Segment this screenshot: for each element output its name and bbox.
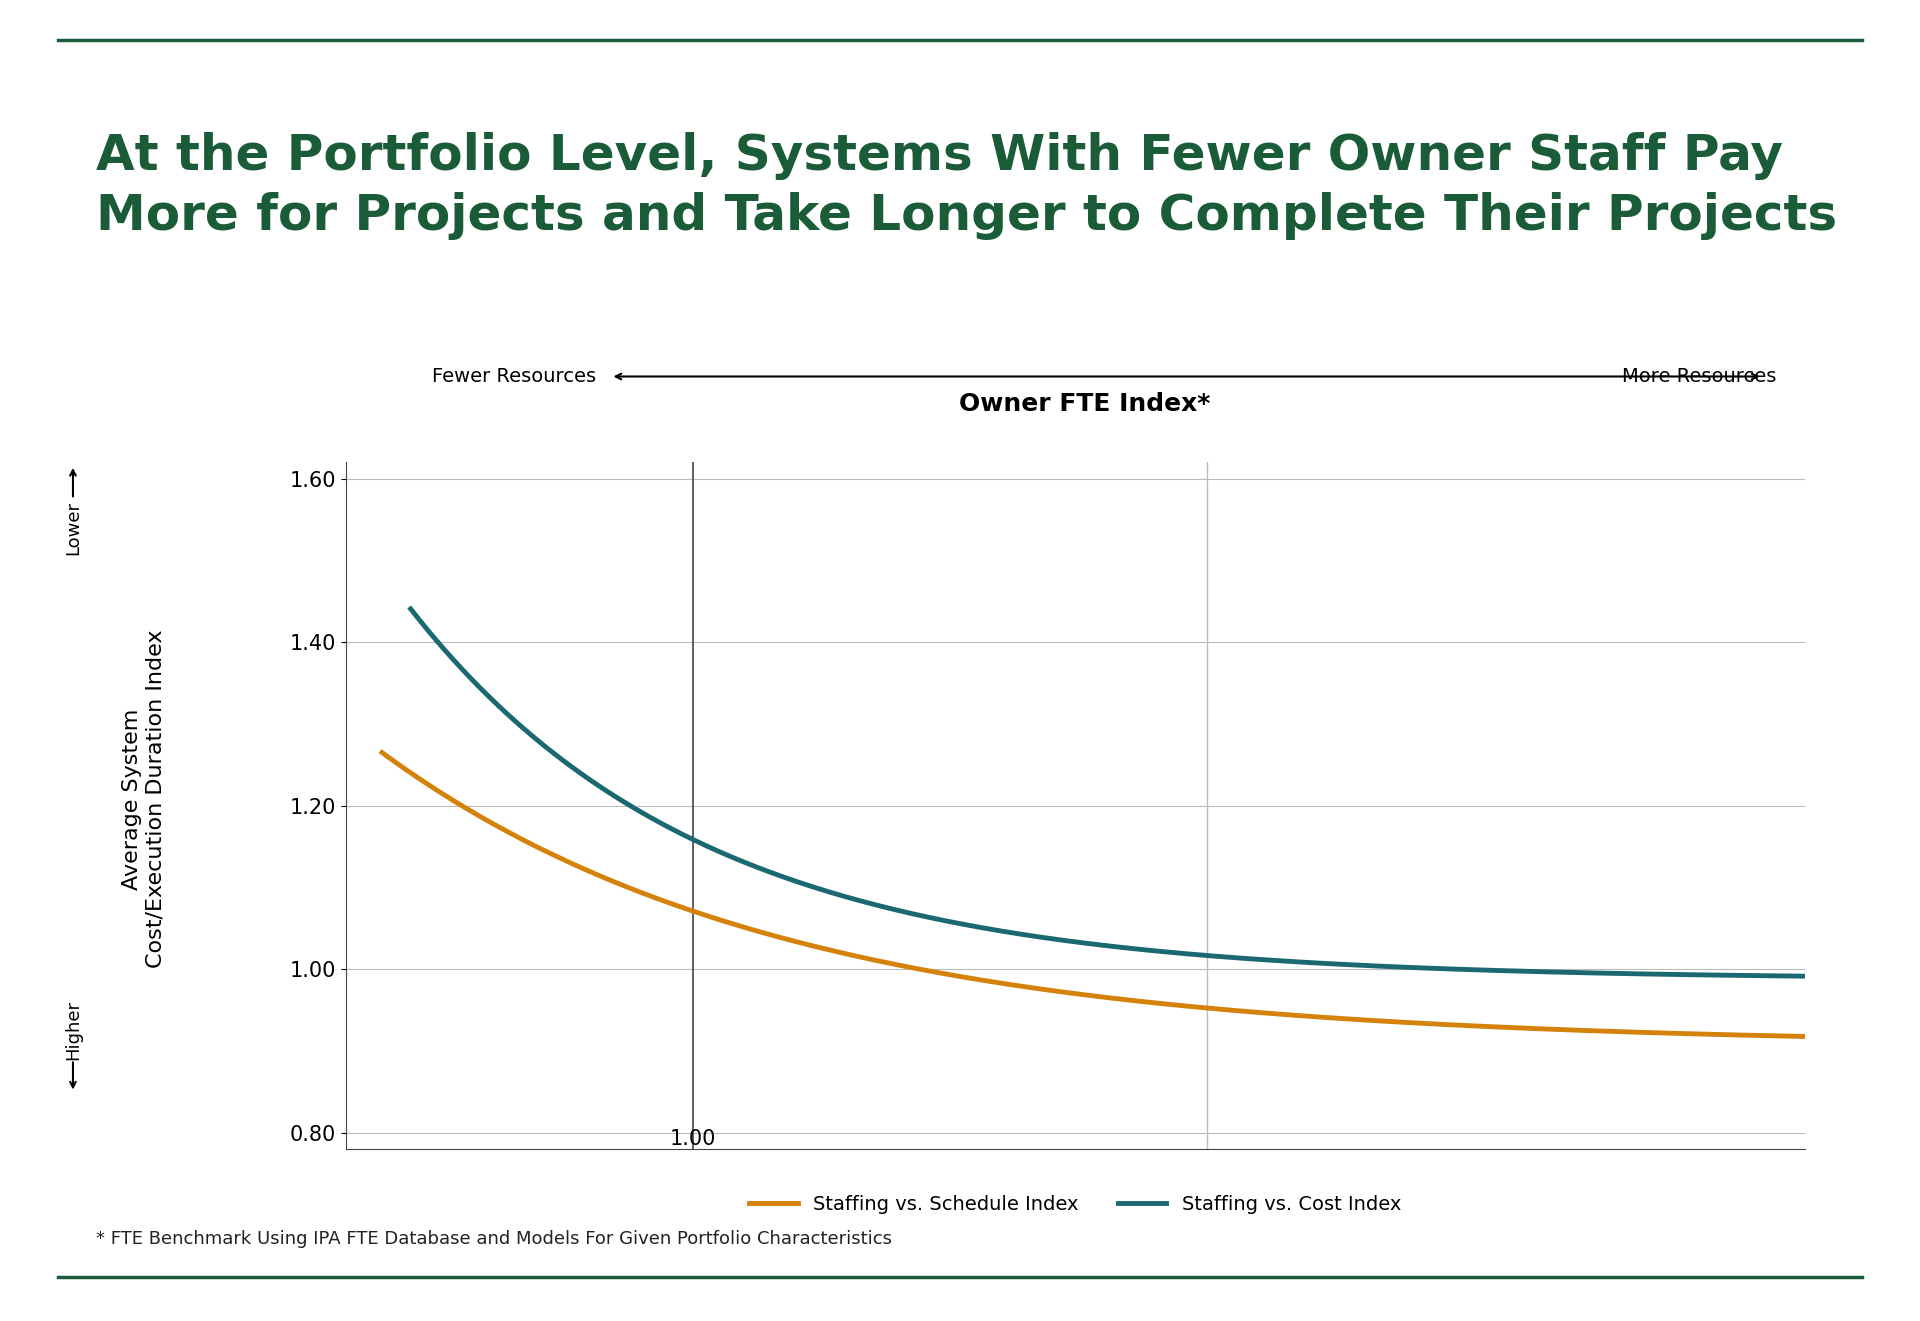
Text: * FTE Benchmark Using IPA FTE Database and Models For Given Portfolio Characteri: * FTE Benchmark Using IPA FTE Database a… [96,1230,893,1248]
Legend: Staffing vs. Schedule Index, Staffing vs. Cost Index: Staffing vs. Schedule Index, Staffing vs… [741,1188,1409,1222]
Text: More Resources: More Resources [1622,367,1776,386]
Text: Lower: Lower [63,502,83,555]
Text: Fewer Resources: Fewer Resources [432,367,595,386]
Text: Average System
Cost/Execution Duration Index: Average System Cost/Execution Duration I… [123,630,165,968]
Text: Higher: Higher [63,1000,83,1061]
Text: At the Portfolio Level, Systems With Fewer Owner Staff Pay
More for Projects and: At the Portfolio Level, Systems With Few… [96,132,1837,239]
Text: Owner FTE Index*: Owner FTE Index* [960,392,1210,416]
Text: 1.00: 1.00 [670,1129,716,1149]
